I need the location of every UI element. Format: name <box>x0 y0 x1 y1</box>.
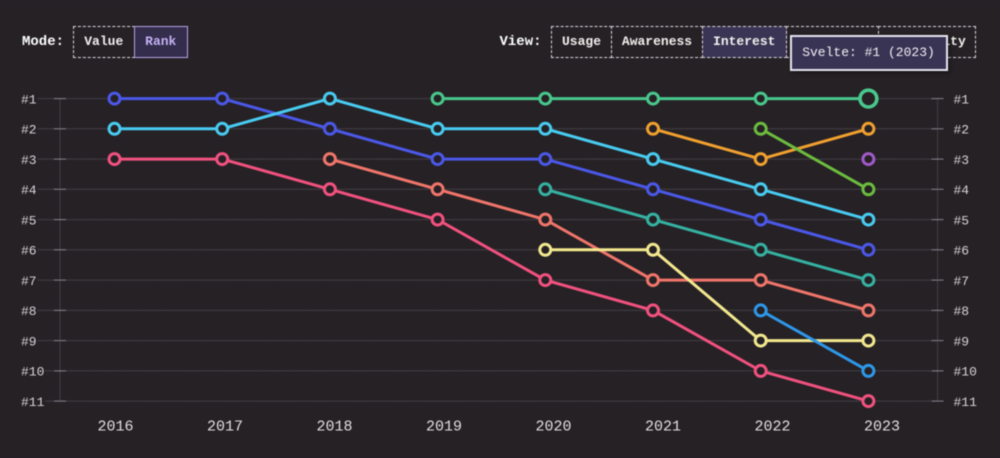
svg-text:2016: 2016 <box>97 419 133 436</box>
svg-text:#10: #10 <box>21 365 44 380</box>
svg-text:#11: #11 <box>21 395 45 410</box>
svg-text:#9: #9 <box>954 334 970 349</box>
svg-text:#4: #4 <box>954 183 970 198</box>
svg-text:#8: #8 <box>21 304 37 319</box>
svg-text:#4: #4 <box>21 183 37 198</box>
svg-text:#3: #3 <box>954 153 970 168</box>
svg-text:2018: 2018 <box>316 419 352 436</box>
svg-text:#2: #2 <box>954 123 970 138</box>
svg-text:#1: #1 <box>21 92 37 107</box>
svg-text:2022: 2022 <box>754 419 790 436</box>
svg-text:#8: #8 <box>954 304 970 319</box>
svg-text:#2: #2 <box>21 123 37 138</box>
svg-text:#7: #7 <box>21 274 37 289</box>
svg-text:#10: #10 <box>954 365 977 380</box>
svg-text:2019: 2019 <box>426 419 462 436</box>
svg-text:2023: 2023 <box>864 419 900 436</box>
svg-text:#6: #6 <box>21 244 37 259</box>
svg-text:2017: 2017 <box>207 419 243 436</box>
svg-text:#5: #5 <box>954 213 970 228</box>
svg-text:2020: 2020 <box>535 419 571 436</box>
svg-text:#7: #7 <box>954 274 970 289</box>
svg-text:#11: #11 <box>954 395 978 410</box>
svg-text:#6: #6 <box>954 244 970 259</box>
svg-text:#5: #5 <box>21 213 37 228</box>
svg-text:2021: 2021 <box>645 419 681 436</box>
svg-text:#9: #9 <box>21 334 37 349</box>
svg-text:#1: #1 <box>954 92 970 107</box>
svg-text:#3: #3 <box>21 153 37 168</box>
